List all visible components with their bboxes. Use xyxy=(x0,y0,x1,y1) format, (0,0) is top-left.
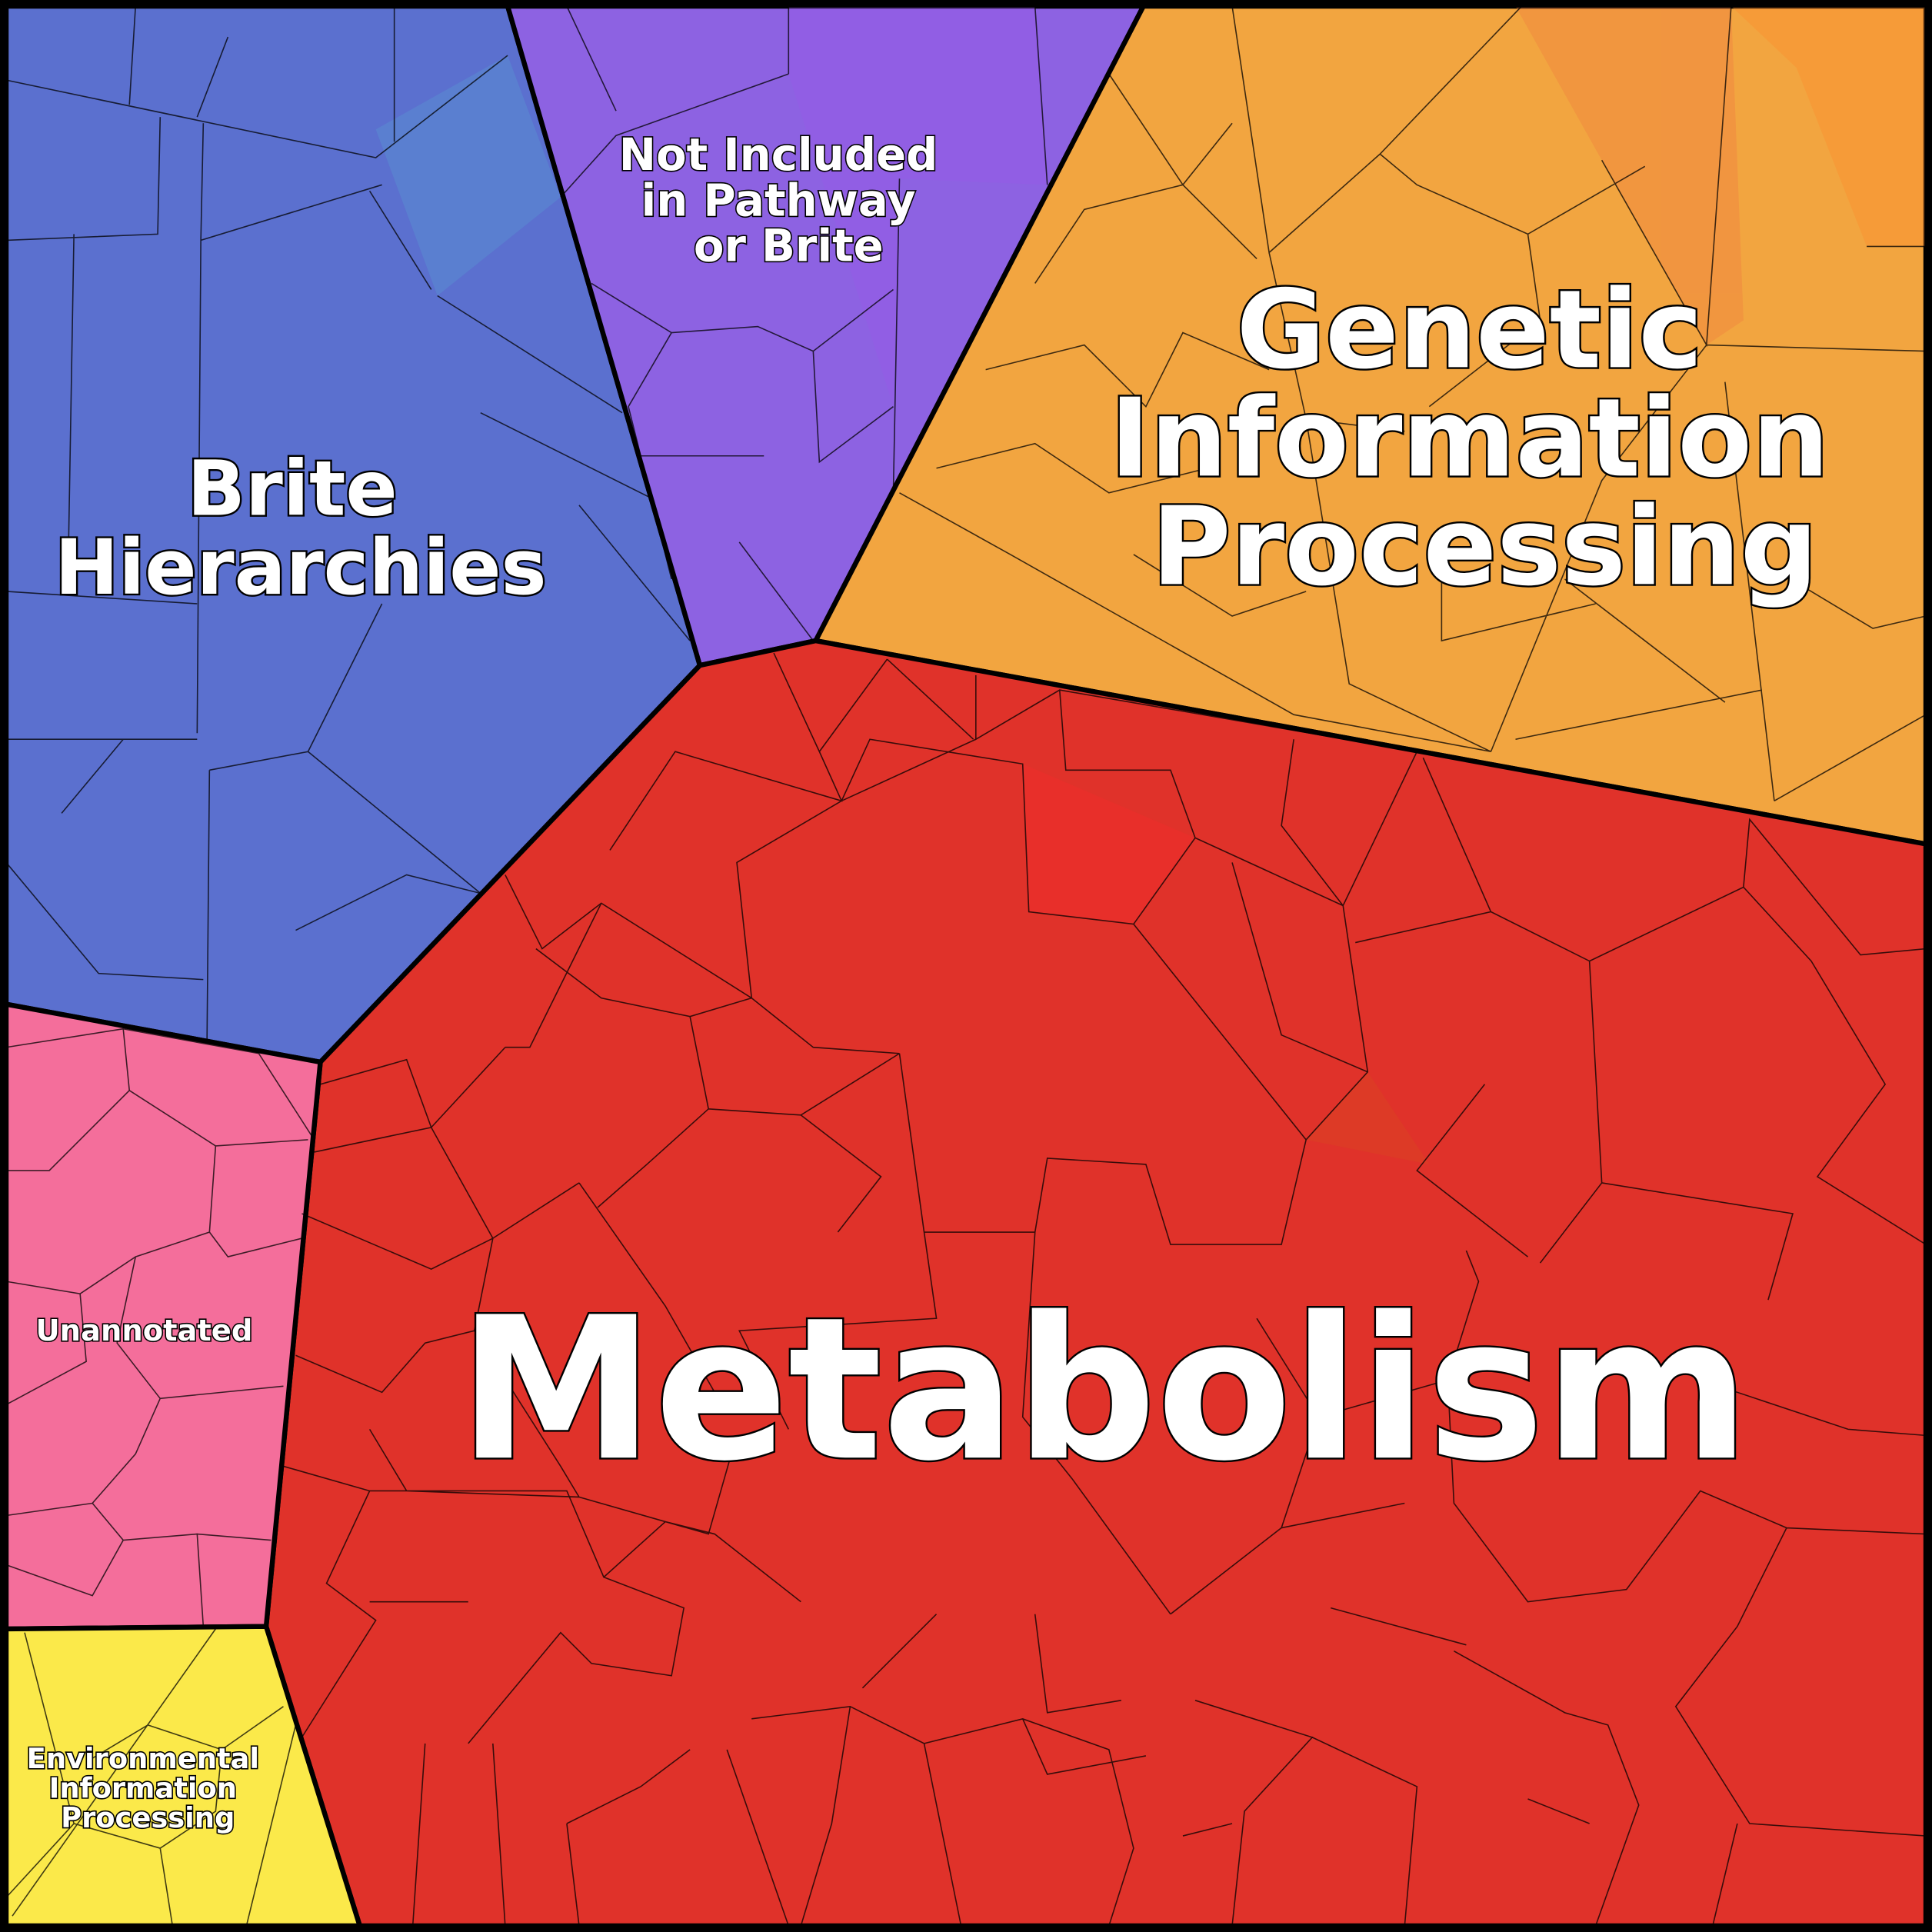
label-unannotated: Unannotated xyxy=(35,1314,252,1348)
label-metabolism: Metabolism xyxy=(458,1275,1750,1504)
label-brite: Brite Hierarchies xyxy=(55,445,547,613)
shade-patches xyxy=(375,6,1926,1164)
sub-cells xyxy=(5,5,1927,1927)
labels: Brite Hierarchies Not Included in Pathwa… xyxy=(25,127,1867,1835)
label-genetic: Genetic Information Processing xyxy=(1110,267,1867,610)
label-not-included: Not Included in Pathway or Brite xyxy=(619,128,954,272)
label-environmental: Environmental Information Processing xyxy=(27,1742,269,1834)
